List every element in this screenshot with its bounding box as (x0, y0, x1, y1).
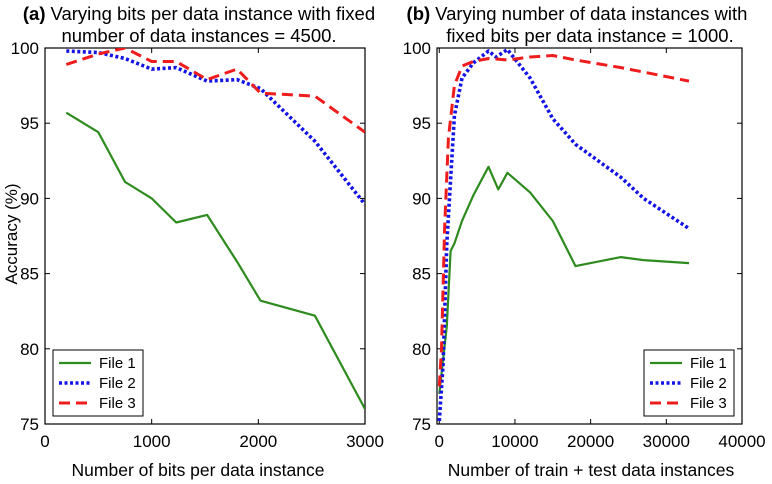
panel-a-title-line1: (a) Varying bits per data instance with f… (23, 3, 375, 24)
panel-b-title-text1: Varying number of data instances with (435, 3, 747, 24)
panel-b-series-file-1 (438, 165, 690, 395)
panel-a-title-text1: Varying bits per data instance with fixe… (51, 3, 376, 24)
panel-b-series-file-3 (437, 54, 690, 387)
legend-label-file-2: File 2 (99, 375, 136, 392)
panel-b-title-line2: fixed bits per data instance = 1000. (446, 25, 733, 46)
panel-a-series-file-3 (65, 48, 365, 134)
panel-b-title-line1: (b) Varying number of data instances with (407, 3, 748, 24)
panel-a-y-tick-label: 85 (20, 265, 39, 284)
panel-b-plot: 0 10000 20000 30000 40000 75 80 85 90 95 100 File 1… (403, 39, 766, 451)
panel-a-x-tick-label: 0 (40, 432, 49, 451)
panel-a-y-tick-label: 100 (11, 39, 39, 58)
panel-b-y-tick-label: 90 (412, 189, 431, 208)
panel-a-x-axis-label: Number of bits per data instance (72, 460, 325, 480)
panel-a-x-tick-label: 1000 (133, 432, 171, 451)
panel-b-label: (b) (407, 3, 431, 24)
panel-a-y-tick-label: 95 (20, 114, 39, 133)
legend-label-file-2: File 2 (690, 375, 727, 392)
legend-label-file-1: File 1 (690, 355, 727, 372)
panel-b-x-tick-label: 10000 (491, 432, 538, 451)
legend-label-file-3: File 3 (99, 395, 136, 412)
panel-b-legend: File 1 File 2 File 3 (643, 349, 735, 417)
panel-b-x-tick-label: 40000 (718, 432, 765, 451)
panel-b-x-tick-label: 20000 (567, 432, 614, 451)
panel-b-axes-frame (436, 47, 743, 425)
panel-b-y-tick-label: 85 (412, 265, 431, 284)
panel-a-legend: File 1 File 2 File 3 (52, 349, 144, 417)
panel-a-label: (a) (23, 3, 46, 24)
panel-a-x-tick-label: 3000 (346, 432, 384, 451)
panel-a-y-tick-label: 90 (20, 189, 39, 208)
panel-b-y-tick-label: 100 (403, 39, 431, 58)
panel-a-legend-box (52, 349, 144, 417)
panel-a-title-line2: number of data instances = 4500. (61, 25, 336, 46)
panel-a-x-tick-label: 2000 (239, 432, 277, 451)
y-axis-label: Accuracy (%) (2, 183, 21, 284)
panel-a-series-file-2 (66, 49, 365, 206)
panel-b-series-file-2 (437, 48, 690, 422)
panel-b-x-tick-label: 30000 (643, 432, 690, 451)
panel-b-legend-box (643, 349, 735, 417)
panel-b-x-axis-label: Number of train + test data instances (448, 460, 735, 480)
panel-a-axes-frame (44, 47, 366, 425)
legend-label-file-1: File 1 (99, 355, 136, 372)
panel-a-y-tick-label: 75 (20, 415, 39, 434)
panel-a-y-tick-label: 80 (20, 340, 39, 359)
legend-label-file-3: File 3 (690, 395, 727, 412)
panel-b-y-tick-label: 80 (412, 340, 431, 359)
panel-b-x-tick-label: 0 (435, 432, 444, 451)
panel-a-series-file-1 (65, 111, 365, 410)
panel-b-y-tick-label: 95 (412, 114, 431, 133)
panel-b-y-tick-label: 75 (412, 415, 431, 434)
